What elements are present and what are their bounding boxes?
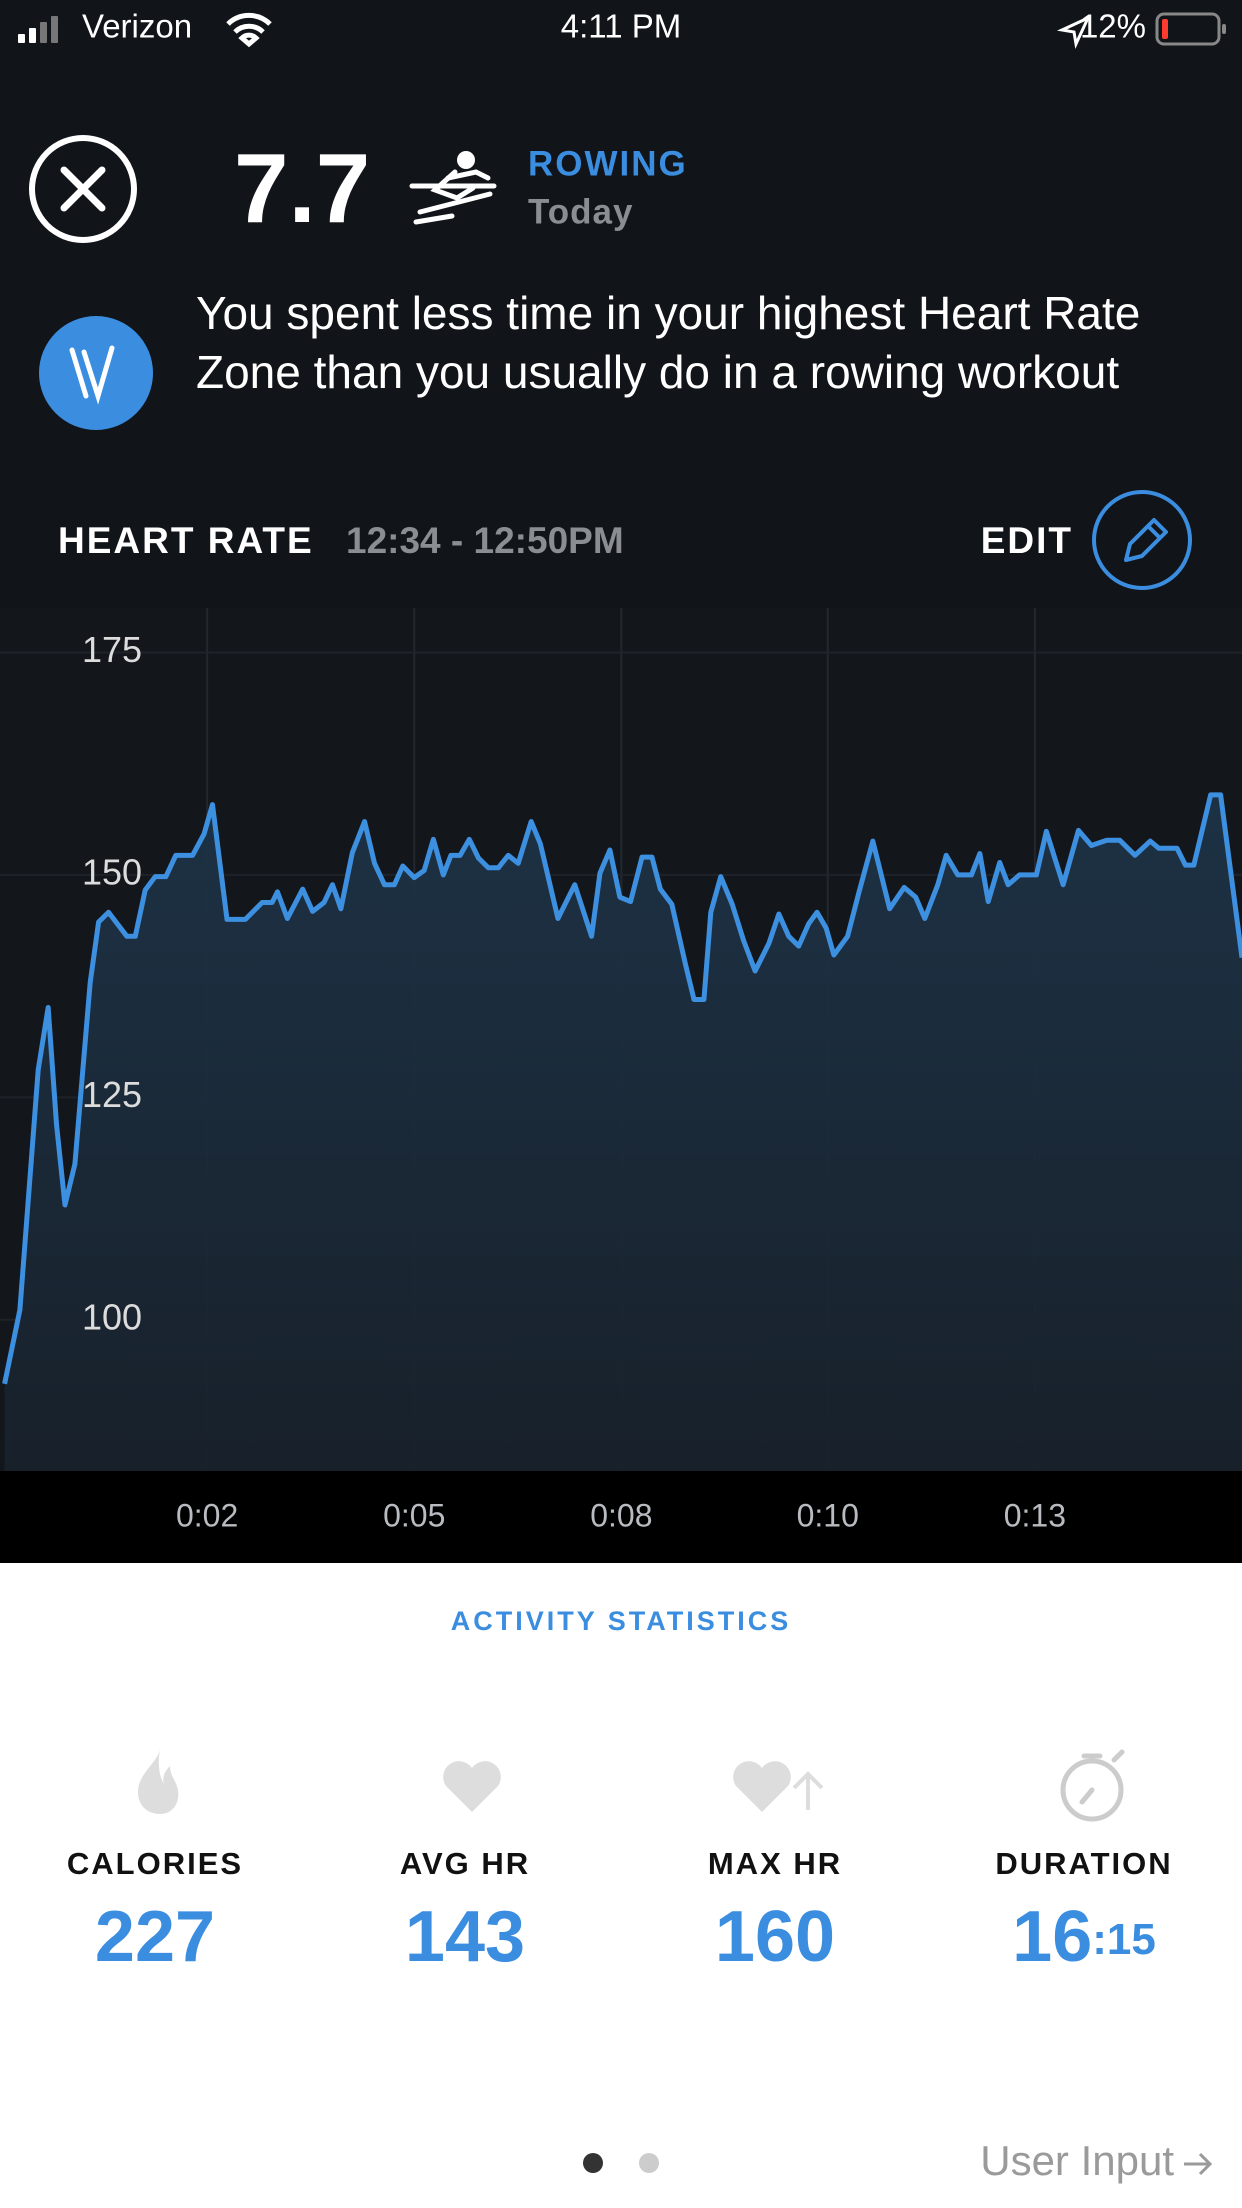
x-tick-label: 0:13 — [1004, 1497, 1066, 1533]
x-axis-band — [0, 1471, 1242, 1563]
strain-score: 7.7 — [234, 133, 370, 243]
clock: 4:11 PM — [561, 8, 681, 45]
page-dot-active — [583, 2153, 603, 2173]
area — [4, 794, 1242, 1471]
x-tick-label: 0:10 — [797, 1497, 859, 1533]
line — [2, 792, 1242, 1385]
section-title: HEART RATE — [58, 520, 314, 561]
max-hr-icon — [733, 1761, 824, 1812]
stat-number: 227 — [95, 1897, 215, 1977]
stat-label: MAX HR — [708, 1846, 842, 1881]
stat-value: 16:15 — [1012, 1897, 1156, 1977]
x-tick-label: 0:08 — [590, 1497, 652, 1533]
edit-label[interactable]: EDIT — [981, 520, 1073, 561]
statistics: CALORIES 227 AVG HR 143 MAX HR 160 DURATION 16:… — [67, 1846, 1172, 1977]
close-button[interactable] — [29, 135, 137, 243]
heart-icon — [443, 1761, 501, 1812]
coach-icon — [39, 316, 153, 430]
x-tick-label: 0:02 — [176, 1497, 238, 1533]
page-dot — [639, 2153, 659, 2173]
plot — [0, 608, 1242, 1471]
wifi-icon — [226, 12, 272, 48]
time-range: 12:34 - 12:50PM — [346, 520, 624, 561]
battery-percent: 12% — [1080, 8, 1146, 45]
stat-label: CALORIES — [67, 1846, 243, 1881]
y-tick-label: 100 — [82, 1296, 142, 1337]
duration-icon — [1060, 1749, 1125, 1822]
activity-type: ROWING — [528, 144, 688, 183]
stat-label: AVG HR — [400, 1846, 530, 1881]
y-tick-label: 150 — [82, 851, 142, 892]
statistics-title: ACTIVITY STATISTICS — [451, 1606, 792, 1636]
location-icon — [1056, 14, 1092, 50]
arrow-icon — [1184, 2152, 1213, 2176]
rowing-icon — [409, 151, 497, 225]
calories-icon — [138, 1750, 179, 1814]
carrier: Verizon — [82, 8, 192, 45]
stat-number: 160 — [715, 1897, 835, 1977]
stat-unit: :15 — [1092, 1915, 1156, 1964]
user-input-link[interactable]: User Input — [980, 2137, 1174, 2184]
stat-number: 16 — [1012, 1897, 1092, 1977]
activity-date: Today — [528, 192, 633, 231]
stat-number: 143 — [405, 1897, 525, 1977]
signal-icon — [18, 16, 58, 43]
edit-button[interactable] — [1092, 490, 1192, 590]
battery-icon — [1155, 12, 1226, 46]
y-tick-label: 125 — [82, 1074, 142, 1115]
stat-value: 160 — [715, 1897, 835, 1977]
stat-value: 227 — [95, 1897, 215, 1977]
y-tick-label: 175 — [82, 629, 142, 670]
stat-label: DURATION — [995, 1846, 1172, 1881]
stat-value: 143 — [405, 1897, 525, 1977]
x-tick-label: 0:05 — [383, 1497, 445, 1533]
insight-text: You spent less time in your highest Hear… — [196, 287, 1141, 398]
